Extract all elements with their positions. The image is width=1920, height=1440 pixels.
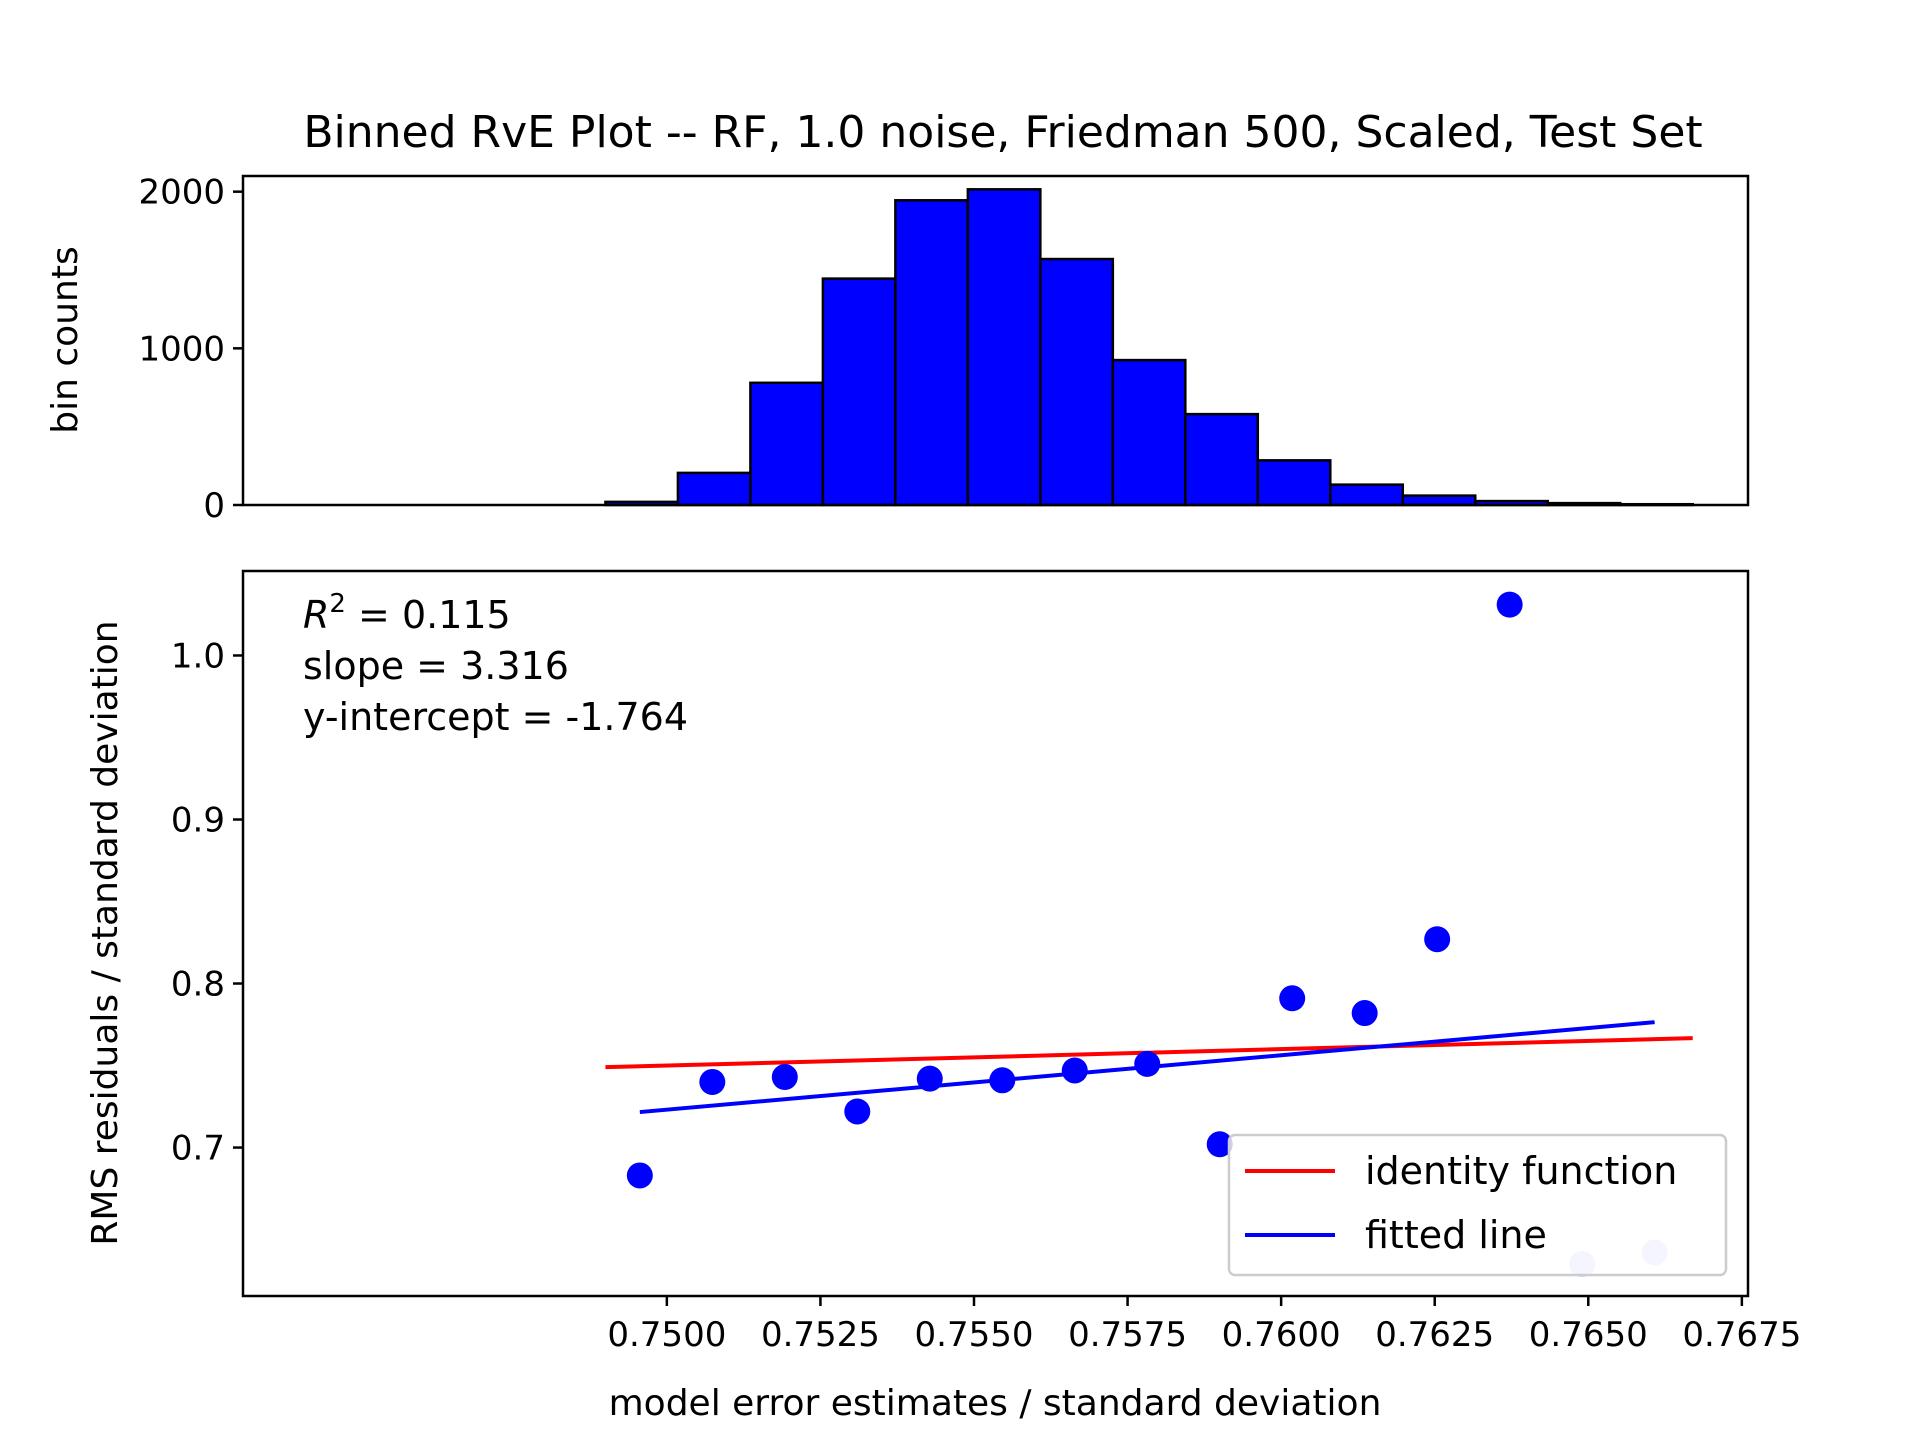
histogram-bar xyxy=(1401,494,1477,507)
scatter-x-tick-label: 0.7650 xyxy=(1529,1315,1648,1355)
r-squared-value: = 0.115 xyxy=(346,593,511,637)
histogram-y-label: bin counts xyxy=(45,246,86,433)
scatter-point xyxy=(1061,1057,1088,1084)
scatter-y-tick-label: 0.7 xyxy=(171,1129,225,1169)
scatter-point xyxy=(844,1098,871,1125)
r-squared-superscript: 2 xyxy=(329,589,346,619)
scatter-point xyxy=(1424,926,1451,953)
scatter-y-label: RMS residuals / standard deviation xyxy=(85,620,126,1245)
legend-box xyxy=(1227,1133,1728,1277)
scatter-y-tick-label: 0.9 xyxy=(171,801,225,841)
scatter-point xyxy=(1134,1050,1161,1077)
scatter-point xyxy=(989,1067,1016,1094)
scatter-point xyxy=(916,1065,943,1092)
scatter-point xyxy=(1351,1000,1378,1027)
scatter-y-tick-label: 1.0 xyxy=(171,636,225,676)
histogram-panel: 0 1000 2000 bin counts xyxy=(45,173,1750,526)
histogram-y-tick-label: 2000 xyxy=(138,173,225,213)
scatter-x-tick-label: 0.7625 xyxy=(1375,1315,1494,1355)
histogram-bar xyxy=(1256,459,1332,507)
chart-title: Binned RvE Plot -- RF, 1.0 noise, Friedm… xyxy=(303,107,1702,158)
scatter-panel: 0.7500 0.7525 0.7550 0.7575 0.7600 0.7625 0.76… xyxy=(85,569,1801,1424)
histogram-bar xyxy=(1111,358,1187,507)
legend-identity-label: identity function xyxy=(1365,1149,1677,1193)
scatter-x-tick-label: 0.7575 xyxy=(1068,1315,1187,1355)
scatter-x-tick-label: 0.7675 xyxy=(1682,1315,1801,1355)
fit-statistics: R2 = 0.115 slope = 3.316 y-intercept = -… xyxy=(303,589,688,739)
scatter-x-label: model error estimates / standard deviati… xyxy=(609,1383,1382,1424)
scatter-x-tick-label: 0.7500 xyxy=(607,1315,726,1355)
scatter-point xyxy=(1206,1131,1233,1158)
legend-fitted-label: fitted line xyxy=(1365,1213,1547,1257)
scatter-y-ticks: 0.7 0.8 0.9 1.0 xyxy=(171,636,243,1169)
histogram-bar xyxy=(749,381,825,507)
scatter-point xyxy=(626,1162,653,1189)
scatter-x-tick-label: 0.7550 xyxy=(915,1315,1034,1355)
scatter-point xyxy=(699,1068,726,1095)
intercept-annotation: y-intercept = -1.764 xyxy=(303,695,688,739)
histogram-bar xyxy=(1329,483,1405,507)
histogram-y-tick-label: 1000 xyxy=(138,329,225,369)
scatter-frame xyxy=(241,569,1750,1298)
scatter-x-tick-label: 0.7600 xyxy=(1222,1315,1341,1355)
histogram-bar xyxy=(676,471,752,507)
histogram-bar xyxy=(894,199,970,507)
histogram-bar xyxy=(1039,257,1115,507)
r-squared-symbol: R xyxy=(303,593,329,637)
scatter-point xyxy=(1496,591,1523,618)
legend: identity function fitted line xyxy=(1227,1133,1728,1277)
scatter-point xyxy=(1279,985,1306,1012)
histogram-frame xyxy=(241,174,1750,507)
r-squared-annotation: R2 = 0.115 xyxy=(303,589,511,637)
scatter-y-tick-label: 0.8 xyxy=(171,965,225,1005)
histogram-bar xyxy=(1184,412,1260,507)
histogram-y-tick-label: 0 xyxy=(203,486,225,526)
slope-annotation: slope = 3.316 xyxy=(303,644,569,688)
histogram-y-ticks: 0 1000 2000 xyxy=(138,173,243,526)
scatter-x-ticks: 0.7500 0.7525 0.7550 0.7575 0.7600 0.7625 0.76… xyxy=(607,1296,1801,1355)
histogram-bar xyxy=(821,277,897,507)
histogram-bars xyxy=(604,188,1694,507)
scatter-x-tick-label: 0.7525 xyxy=(761,1315,880,1355)
histogram-bar xyxy=(966,188,1042,507)
scatter-point xyxy=(771,1064,798,1091)
